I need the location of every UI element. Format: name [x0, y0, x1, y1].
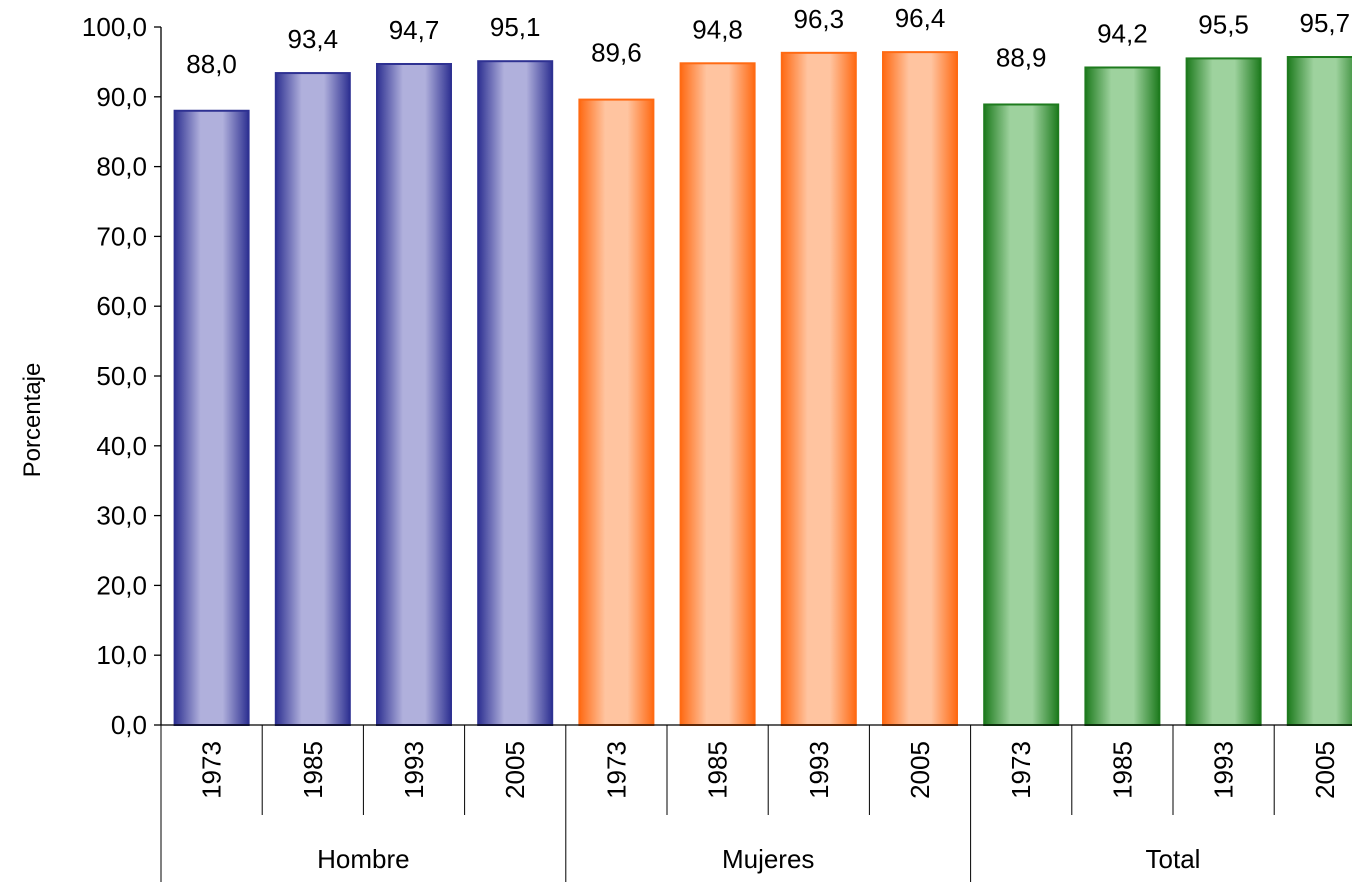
bars-layer: [173, 51, 1352, 727]
x-tick-label: 1985: [1107, 741, 1137, 799]
y-tick-label: 50,0: [96, 361, 147, 391]
data-label: 93,4: [287, 24, 338, 54]
group-label: Total: [1146, 844, 1201, 874]
bar: [274, 72, 351, 727]
bar: [1286, 56, 1352, 727]
data-label: 95,1: [490, 12, 541, 42]
bar: [1185, 57, 1262, 727]
axis-layer: [154, 26, 1352, 882]
y-tick-label: 80,0: [96, 152, 147, 182]
bar: [376, 62, 452, 726]
bar: [780, 51, 857, 727]
data-label: 89,6: [591, 38, 642, 68]
y-tick-label: 40,0: [96, 431, 147, 461]
labels-layer: 0,0 10,0 20,0 30,0 40,0 50,0 60,0 70,0 80,0 90,0 1…: [82, 3, 1350, 874]
data-label: 95,7: [1299, 8, 1350, 38]
data-label: 94,2: [1097, 18, 1148, 48]
bar: [578, 98, 655, 727]
group-label: Hombre: [317, 844, 409, 874]
y-tick-label: 10,0: [96, 640, 147, 670]
data-label: 94,7: [389, 15, 440, 45]
y-tick-label: 70,0: [96, 221, 147, 251]
bar: [1084, 66, 1161, 726]
y-axis-title: Porcentaje: [19, 363, 46, 478]
x-tick-label: 1985: [298, 741, 328, 799]
bar: [679, 62, 756, 726]
x-tick-label: 2005: [1310, 741, 1340, 799]
data-label: 96,4: [895, 3, 946, 33]
x-tick-label: 2005: [905, 741, 935, 799]
group-label: Mujeres: [722, 844, 814, 874]
data-label: 95,5: [1198, 9, 1249, 39]
x-tick-label: 1973: [601, 741, 631, 799]
y-tick-label: 0,0: [111, 710, 147, 740]
x-tick-label: 1993: [804, 741, 834, 799]
x-tick-label: 1993: [399, 741, 429, 799]
bar: [173, 109, 250, 726]
x-tick-label: 2005: [500, 741, 530, 799]
data-label: 88,0: [186, 49, 237, 79]
y-tick-label: 60,0: [96, 291, 147, 321]
data-label: 88,9: [996, 42, 1047, 72]
data-label: 96,3: [793, 4, 844, 34]
y-tick-label: 20,0: [96, 570, 147, 600]
bar: [983, 103, 1060, 726]
y-tick-label: 100,0: [82, 12, 147, 42]
x-tick-label: 1985: [703, 741, 733, 799]
y-tick-label: 90,0: [96, 82, 147, 112]
x-tick-label: 1973: [1006, 741, 1036, 799]
bar: [882, 51, 958, 727]
x-tick-label: 1973: [197, 741, 227, 799]
y-tick-label: 30,0: [96, 501, 147, 531]
data-label: 94,8: [692, 14, 743, 44]
bar: [477, 60, 554, 726]
x-tick-label: 1993: [1209, 741, 1239, 799]
